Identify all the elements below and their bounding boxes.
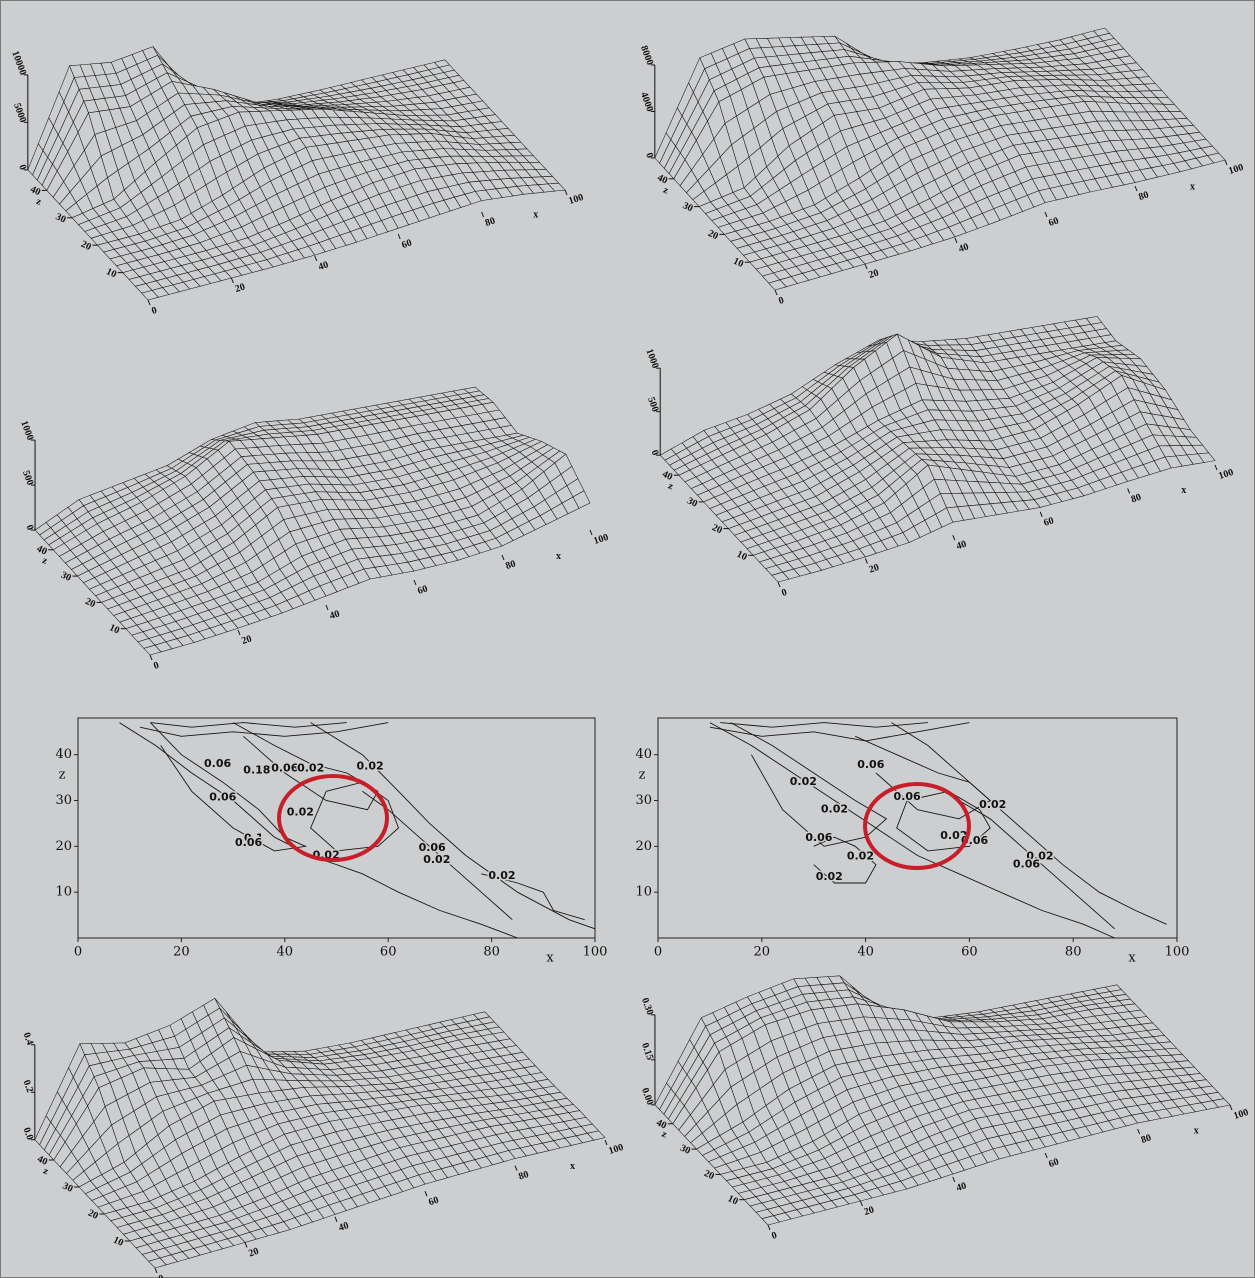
x-tick-label: 40 — [277, 945, 294, 960]
contour-label: 0.18 — [243, 764, 270, 777]
contour-label: 0.02 — [847, 849, 874, 862]
x-tick-label: 80 — [483, 945, 500, 960]
x-tick-label: 0 — [74, 945, 82, 960]
contour-label: 0.02 — [297, 761, 324, 774]
contour-label: 0.02 — [979, 798, 1006, 811]
contour-label: 0.06 — [805, 831, 832, 844]
contour-label: 0.02 — [816, 870, 843, 883]
y-tick-label: 30 — [635, 793, 652, 808]
y-tick-label: 40 — [635, 747, 652, 762]
y-tick-label: 10 — [55, 885, 72, 900]
contour-label: 0.06 — [209, 790, 236, 803]
x-tick-label: 60 — [380, 945, 397, 960]
x-tick-label: 100 — [1165, 945, 1190, 960]
y-tick-label: 20 — [55, 839, 72, 854]
x-tick-label: 60 — [961, 945, 978, 960]
x-tick-label: 20 — [173, 945, 190, 960]
x-tick-label: 20 — [754, 945, 771, 960]
y-tick-label: 40 — [55, 747, 72, 762]
contour-label: 0.02 — [821, 803, 848, 816]
x-tick-label: 100 — [583, 945, 608, 960]
x-axis-label: x — [546, 951, 554, 966]
contour-label: 0.06 — [271, 761, 298, 774]
x-axis-label: x — [1128, 951, 1136, 966]
y-axis-label: z — [59, 768, 66, 783]
x-axis-label: x — [556, 551, 561, 562]
x-tick-label: 80 — [1065, 945, 1082, 960]
contour-label: 0.02 — [423, 853, 450, 866]
y-tick-label: 20 — [635, 839, 652, 854]
contour-label: 0.06 — [894, 790, 921, 803]
contour-label: 0.06 — [1013, 858, 1040, 871]
y-tick-label: 30 — [55, 793, 72, 808]
y-axis-label: z — [639, 768, 646, 783]
x-axis-label: x — [1190, 181, 1195, 192]
x-axis-label: x — [1181, 485, 1186, 496]
y-tick-label: 10 — [635, 885, 652, 900]
x-axis-label: x — [533, 209, 538, 220]
contour-label: 0.06 — [204, 757, 231, 770]
contour-label: 0.06 — [235, 836, 262, 849]
x-tick-label: 0 — [654, 945, 662, 960]
x-tick-label: 40 — [857, 945, 874, 960]
contour-label: 0.02 — [488, 869, 515, 882]
x-axis-label: x — [570, 1161, 575, 1172]
contour-label: 0.06 — [857, 758, 884, 771]
figure: 020406080100102030400500010000xz02040608… — [0, 0, 1255, 1278]
contour-label: 0.02 — [287, 805, 314, 818]
contour-label: 0.02 — [357, 760, 384, 773]
contour-label: 0.02 — [790, 775, 817, 788]
